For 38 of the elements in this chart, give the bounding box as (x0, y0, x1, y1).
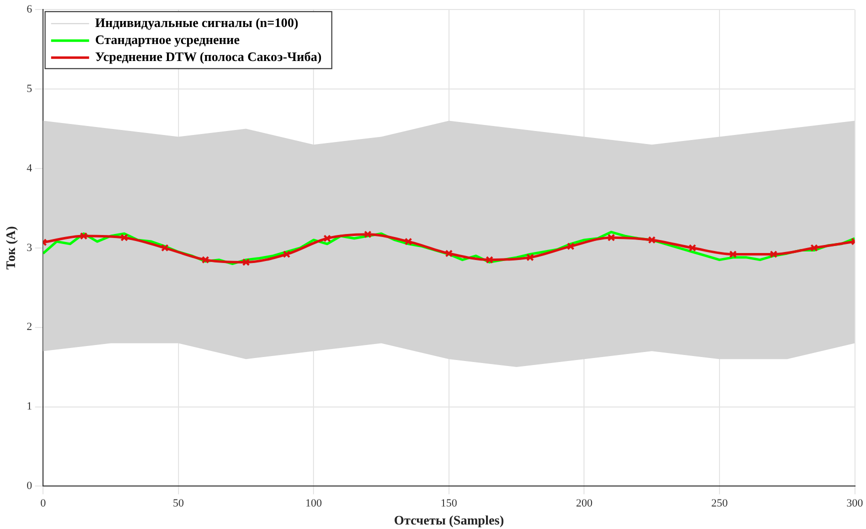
y-axis-title: Ток (A) (3, 226, 18, 270)
point (648, 236, 656, 244)
point (323, 234, 332, 242)
y-tick-label: 0 (26, 480, 33, 492)
y-tick-label: 1 (26, 400, 32, 413)
legend-label: Усреднение DTW (полоса Сакоэ-Чиба) (95, 48, 322, 64)
x-tick-label: 50 (172, 498, 184, 510)
x-tick-label: 0 (40, 498, 46, 510)
point (770, 250, 778, 258)
point (120, 234, 128, 242)
point (282, 250, 290, 258)
y-tick-label: 2 (26, 321, 32, 334)
point (526, 254, 534, 262)
y-tick-label: 4 (26, 162, 33, 174)
x-tick-label: 150 (440, 498, 458, 510)
point (566, 242, 574, 250)
x-axis-title: Отсчеты (Samples) (394, 512, 504, 528)
y-tick-label: 6 (26, 3, 33, 16)
point (404, 238, 412, 246)
legend-label: Стандартное усреднение (95, 32, 240, 47)
point (202, 256, 210, 264)
y-tick-label: 5 (26, 82, 33, 95)
point (161, 244, 169, 252)
legend-label: Индивидуальные сигналы (n=100) (95, 14, 298, 30)
x-tick-label: 100 (305, 498, 322, 510)
point (80, 232, 88, 240)
x-tick-label: 250 (711, 498, 728, 510)
point (486, 256, 494, 264)
point (445, 250, 453, 258)
point (242, 258, 250, 266)
point (688, 244, 696, 252)
point (729, 250, 737, 258)
point (607, 234, 616, 242)
point (364, 230, 372, 238)
y-tick-label: 3 (26, 242, 33, 254)
point (810, 244, 818, 252)
x-tick-label: 200 (576, 498, 593, 510)
x-tick-label: 300 (846, 498, 864, 510)
